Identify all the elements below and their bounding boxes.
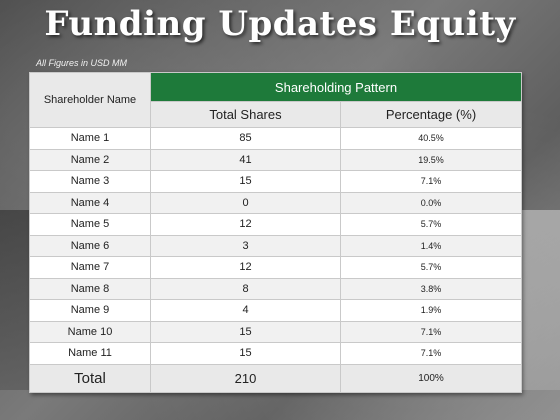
percentage-cell: 40.5% (340, 127, 522, 150)
header-percentage: Percentage (%) (340, 101, 522, 128)
percentage-cell: 7.1% (340, 170, 522, 193)
table-row: Name 7 12 5.7% (29, 256, 522, 279)
header-shareholding-pattern: Shareholding Pattern (150, 72, 522, 102)
total-shares-cell: 15 (150, 342, 341, 365)
header-shareholder-name: Shareholder Name (29, 72, 151, 128)
shareholder-name-cell: Name 8 (29, 277, 151, 300)
table-row: Name 6 3 1.4% (29, 234, 522, 257)
total-label: Total (29, 363, 151, 393)
shareholder-name-cell: Name 6 (29, 234, 151, 257)
shareholding-table-container: Shareholder Name Shareholding Pattern To… (29, 72, 522, 393)
total-shares-cell: 85 (150, 127, 341, 150)
total-shares-cell: 4 (150, 299, 341, 322)
total-row: Total 210 100% (29, 363, 522, 393)
total-shares-cell: 15 (150, 320, 341, 343)
shareholder-name-cell: Name 4 (29, 191, 151, 214)
percentage-cell: 19.5% (340, 148, 522, 171)
table-row: Name 4 0 0.0% (29, 191, 522, 214)
shareholding-table: Shareholder Name Shareholding Pattern To… (29, 72, 522, 393)
shareholder-name-cell: Name 3 (29, 170, 151, 193)
total-shares-cell: 0 (150, 191, 341, 214)
shareholder-name-cell: Name 1 (29, 127, 151, 150)
percentage-cell: 3.8% (340, 277, 522, 300)
total-shares-value: 210 (150, 363, 341, 393)
total-shares-cell: 41 (150, 148, 341, 171)
table-row: Name 9 4 1.9% (29, 299, 522, 322)
table-row: Name 10 15 7.1% (29, 320, 522, 343)
table-row: Name 2 41 19.5% (29, 148, 522, 171)
percentage-cell: 0.0% (340, 191, 522, 214)
shareholder-name-cell: Name 11 (29, 342, 151, 365)
total-percentage-value: 100% (340, 363, 522, 393)
shareholder-name-cell: Name 9 (29, 299, 151, 322)
total-shares-cell: 12 (150, 213, 341, 236)
total-shares-cell: 15 (150, 170, 341, 193)
table-row: Name 5 12 5.7% (29, 213, 522, 236)
table-body: Name 1 85 40.5% Name 2 41 19.5% Name 3 1… (29, 127, 522, 365)
shareholder-name-cell: Name 2 (29, 148, 151, 171)
header-total-shares: Total Shares (150, 101, 341, 128)
shareholder-name-cell: Name 5 (29, 213, 151, 236)
total-shares-cell: 12 (150, 256, 341, 279)
percentage-cell: 7.1% (340, 342, 522, 365)
percentage-cell: 1.4% (340, 234, 522, 257)
table-row: Name 1 85 40.5% (29, 127, 522, 150)
percentage-cell: 5.7% (340, 256, 522, 279)
table-row: Name 11 15 7.1% (29, 342, 522, 365)
slide-title: Funding Updates Equity (44, 4, 516, 44)
shareholder-name-cell: Name 10 (29, 320, 151, 343)
figures-note: All Figures in USD MM (36, 58, 128, 68)
total-shares-cell: 8 (150, 277, 341, 300)
total-shares-cell: 3 (150, 234, 341, 257)
percentage-cell: 5.7% (340, 213, 522, 236)
percentage-cell: 1.9% (340, 299, 522, 322)
table-row: Name 3 15 7.1% (29, 170, 522, 193)
percentage-cell: 7.1% (340, 320, 522, 343)
shareholder-name-cell: Name 7 (29, 256, 151, 279)
table-row: Name 8 8 3.8% (29, 277, 522, 300)
